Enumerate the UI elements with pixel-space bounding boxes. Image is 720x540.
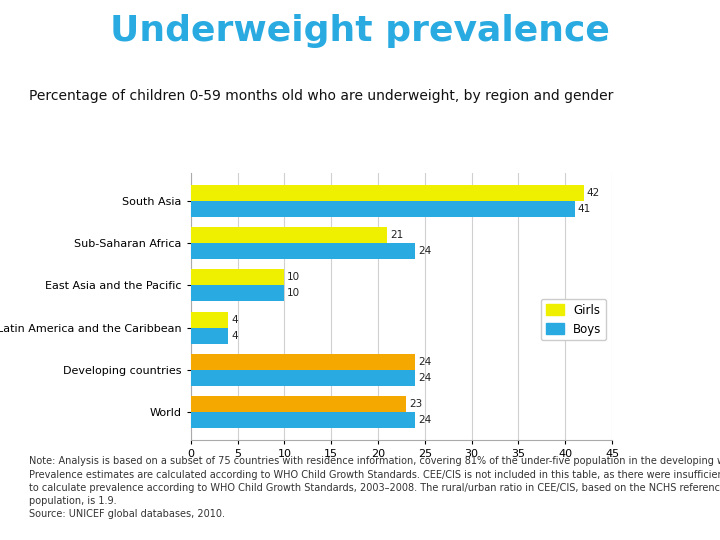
- Legend: Girls, Boys: Girls, Boys: [541, 299, 606, 340]
- Bar: [191, 370, 415, 386]
- Text: Percentage of children 0-59 months old who are underweight, by region and gender: Percentage of children 0-59 months old w…: [29, 89, 613, 103]
- Text: 24: 24: [418, 415, 431, 425]
- Text: Underweight prevalence: Underweight prevalence: [110, 14, 610, 48]
- Text: 41: 41: [577, 204, 590, 214]
- Bar: [191, 227, 387, 243]
- Bar: [191, 412, 415, 428]
- Bar: [191, 312, 228, 328]
- Text: 4: 4: [231, 330, 238, 341]
- Bar: [191, 269, 284, 285]
- Bar: [191, 354, 415, 370]
- Text: 24: 24: [418, 373, 431, 383]
- Bar: [191, 396, 406, 412]
- Text: 4: 4: [231, 314, 238, 325]
- Bar: [191, 201, 575, 217]
- Text: 23: 23: [409, 399, 422, 409]
- Bar: [191, 285, 284, 301]
- Bar: [191, 185, 584, 201]
- Bar: [191, 243, 415, 259]
- Text: 24: 24: [418, 357, 431, 367]
- Bar: [191, 328, 228, 343]
- Text: 24: 24: [418, 246, 431, 256]
- Text: 10: 10: [287, 272, 300, 282]
- Text: Note: Analysis is based on a subset of 75 countries with residence information, : Note: Analysis is based on a subset of 7…: [29, 456, 720, 519]
- Text: 21: 21: [390, 230, 403, 240]
- Text: 42: 42: [587, 188, 600, 198]
- Text: 10: 10: [287, 288, 300, 299]
